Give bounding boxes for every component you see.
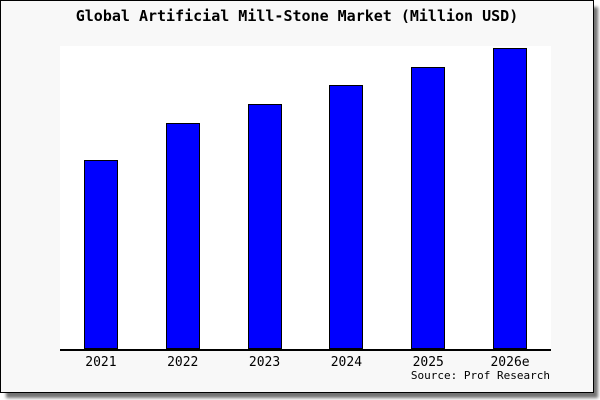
x-tick-label-2022: 2022 [167,355,199,370]
bar-column-2025 [387,46,469,349]
bar-column-2022 [142,46,224,349]
bar-2024 [329,85,364,349]
x-tick-label-2025: 2025 [412,355,444,370]
bar-2021 [83,160,118,349]
chart-title: Global Artificial Mill-Stone Market (Mil… [75,7,519,25]
x-tick-label-2021: 2021 [85,355,117,370]
bar-2022 [165,123,200,349]
plot-area [60,46,551,351]
bar-column-2026e [469,46,551,349]
bar-2026e [493,48,528,349]
x-tick-label-2023: 2023 [248,355,281,370]
bar-2023 [247,104,282,349]
bar-column-2023 [224,46,306,349]
x-tick-label-2026e: 2026e [490,355,530,370]
bar-column-2021 [60,46,142,349]
bar-column-2024 [305,46,387,349]
source-credit: Source: Prof Research [410,369,550,382]
x-axis-labels: 2021 2022 2023 2024 2025 2026e [60,355,551,370]
x-tick-label-2024: 2024 [330,355,363,370]
bar-2025 [411,67,446,349]
chart-figure: Global Artificial Mill-Stone Market (Mil… [0,0,594,393]
